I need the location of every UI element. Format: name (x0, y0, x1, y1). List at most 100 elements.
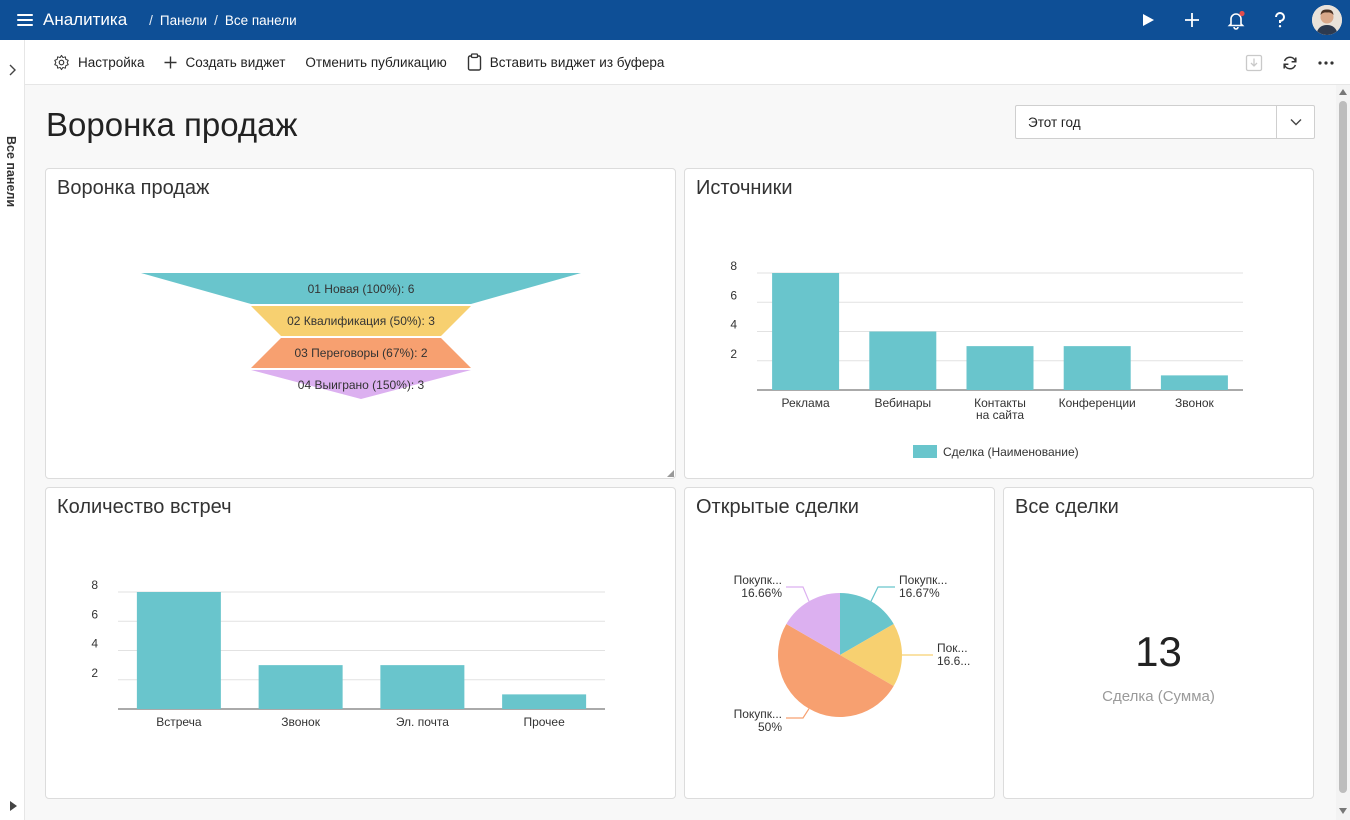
page-scrollbar[interactable] (1336, 85, 1350, 820)
scroll-thumb[interactable] (1339, 101, 1347, 793)
pie-slice-1[interactable] (840, 593, 894, 655)
y-tick-label: 8 (91, 578, 98, 592)
widget-title-open-deals: Открытые сделки (696, 496, 859, 518)
pie-label: Покупк... (734, 707, 782, 721)
funnel-segment-2[interactable] (251, 306, 471, 336)
pie-percent-label: 16.6... (937, 654, 970, 668)
pie-slice-3[interactable] (778, 623, 894, 717)
pie-leader-line (870, 586, 895, 602)
meetings-bar-chart: 2 4 6 8 Встреча Звонок Эл. почта Прочее (91, 578, 605, 729)
scroll-up-icon[interactable] (1339, 89, 1347, 95)
play-icon (1143, 14, 1154, 26)
x-tick-label: Эл. почта (396, 715, 449, 729)
bar-3[interactable] (966, 346, 1034, 390)
unpublish-button[interactable]: Отменить публикацию (295, 40, 456, 85)
y-tick-label: 4 (730, 318, 737, 332)
funnel-label-4: 04 Выиграно (150%): 3 (298, 378, 425, 392)
plus-icon (1185, 13, 1199, 27)
funnel-segment-1[interactable] (141, 273, 581, 304)
save-button[interactable] (1236, 40, 1272, 85)
download-icon (1245, 54, 1263, 71)
bell-icon (1227, 10, 1245, 30)
hamburger-icon[interactable] (17, 14, 33, 26)
widget-title-funnel: Воронка продаж (57, 177, 210, 199)
top-bar: Аналитика / Панели / Все панели (0, 0, 1350, 40)
x-tick-label: Звонок (281, 715, 320, 729)
pie-percent-label: 16.67% (899, 586, 940, 600)
bar-3[interactable] (380, 665, 465, 709)
y-tick-label: 2 (730, 347, 737, 361)
help-button[interactable] (1258, 0, 1302, 40)
refresh-icon (1283, 55, 1297, 70)
bar-1[interactable] (136, 592, 221, 709)
bar-4[interactable] (502, 694, 587, 709)
widget-all-deals[interactable]: Все сделки 13 Сделка (Сумма) (1003, 487, 1314, 799)
widget-open-deals[interactable]: Открытые сделки Покупк... 16.67% Пок... 16.… (684, 487, 995, 799)
funnel-segment-4[interactable] (251, 370, 471, 399)
notifications-button[interactable] (1214, 0, 1258, 40)
kpi-label: Сделка (Сумма) (1102, 688, 1215, 705)
y-tick-label: 6 (91, 607, 98, 621)
rail-label-all-panels[interactable]: Все панели (4, 136, 18, 208)
bar-5[interactable] (1160, 375, 1228, 390)
pie-label: Покупк... (899, 573, 947, 587)
resize-handle-icon[interactable] (666, 469, 675, 478)
page-title: Воронка продаж (46, 106, 298, 143)
y-tick-label: 4 (91, 637, 98, 651)
bar-2[interactable] (258, 665, 343, 709)
period-select[interactable]: Этот год (1015, 105, 1315, 139)
chevron-down-icon (1290, 119, 1301, 126)
x-tick-label: Прочее (523, 715, 565, 729)
refresh-button[interactable] (1272, 40, 1308, 85)
period-select-value: Этот год (1028, 114, 1081, 130)
play-button[interactable] (1126, 0, 1170, 40)
widget-sources[interactable]: Источники 2 4 6 8 Реклама Вебинары Контакты на … (684, 168, 1314, 479)
widget-title-sources: Источники (696, 177, 793, 199)
more-icon (1318, 60, 1334, 65)
pie-label: Пок... (937, 641, 968, 655)
scroll-down-icon[interactable] (1339, 808, 1347, 814)
breadcrumb-item-panels[interactable]: Панели (159, 12, 208, 28)
plus-icon (164, 56, 177, 68)
funnel-label-2: 02 Квалификация (50%): 3 (287, 314, 435, 328)
settings-label: Настройка (78, 54, 145, 70)
more-button[interactable] (1308, 40, 1344, 85)
left-rail: Все панели (0, 40, 25, 820)
x-tick-label: Конференции (1059, 396, 1136, 410)
legend-swatch[interactable] (913, 445, 937, 458)
clipboard-icon (467, 53, 481, 71)
x-tick-label: Контакты на сайта (974, 396, 1026, 422)
avatar[interactable] (1312, 5, 1342, 35)
app-title[interactable]: Аналитика (43, 10, 128, 29)
create-widget-button[interactable]: Создать виджет (154, 40, 295, 85)
pie-leader-line (786, 586, 810, 602)
chevron-right-icon[interactable] (7, 64, 17, 76)
widget-meetings[interactable]: Количество встреч 2 4 6 8 Встреча Звонок Эл. п… (45, 487, 676, 799)
pie-leader-line (786, 708, 810, 719)
pie-percent-label: 50% (758, 720, 782, 734)
play-small-icon[interactable] (8, 800, 18, 812)
legend-label: Сделка (Наименование) (943, 445, 1079, 459)
funnel-segment-3[interactable] (251, 338, 471, 368)
breadcrumb: / Панели / Все панели (149, 12, 297, 28)
settings-button[interactable]: Настройка (25, 40, 154, 85)
widget-title-meetings: Количество встреч (57, 496, 232, 518)
y-tick-label: 6 (730, 288, 737, 302)
period-select-toggle[interactable] (1276, 106, 1314, 138)
bar-2[interactable] (869, 331, 937, 391)
pie-slice-4[interactable] (786, 593, 840, 655)
pie-label: Покупк... (734, 573, 782, 587)
paste-widget-button[interactable]: Вставить виджет из буфера (457, 40, 675, 85)
funnel-label-3: 03 Переговоры (67%): 2 (294, 346, 427, 360)
bar-1[interactable] (772, 273, 840, 390)
funnel-label-1: 01 Новая (100%): 6 (308, 282, 415, 296)
add-button[interactable] (1170, 0, 1214, 40)
bar-4[interactable] (1063, 346, 1131, 390)
widget-sales-funnel[interactable]: Воронка продаж 01 Новая (100%): 6 02 Квал… (45, 168, 676, 479)
y-tick-label: 8 (730, 259, 737, 273)
breadcrumb-item-all-panels[interactable]: Все панели (224, 12, 297, 28)
x-tick-label: Реклама (782, 396, 830, 410)
kpi-value: 13 (1135, 628, 1182, 675)
paste-widget-label: Вставить виджет из буфера (489, 54, 665, 70)
pie-slice-2[interactable] (840, 624, 902, 687)
